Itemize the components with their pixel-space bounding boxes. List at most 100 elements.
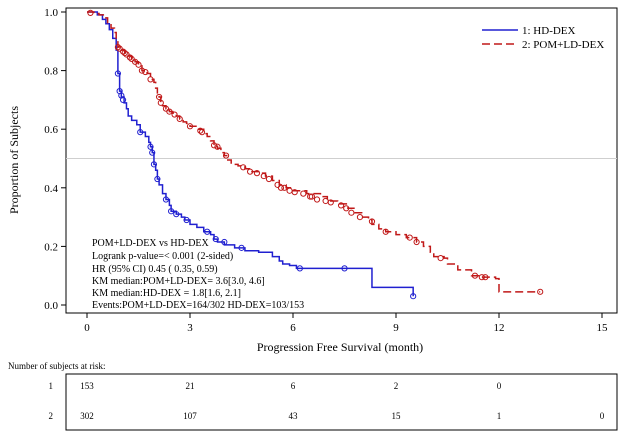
censor-mark-series-2: [260, 172, 267, 180]
censor-mark-series-2: [253, 170, 261, 177]
censor-mark-series-1: [238, 244, 245, 251]
risk-count: 2: [394, 381, 399, 391]
censor-mark-series-1: [204, 228, 211, 235]
censor-mark-series-2: [413, 238, 420, 246]
y-tick-label: 0.8: [44, 66, 58, 78]
censor-mark-series-2: [246, 168, 254, 175]
y-tick-label: 0.6: [44, 124, 58, 136]
censor-mark-series-2: [382, 228, 389, 235]
risk-count: 107: [183, 411, 197, 421]
censor-mark-series-1: [173, 211, 180, 218]
censor-mark-series-2: [300, 190, 307, 197]
censor-mark-series-2: [114, 44, 122, 51]
censor-mark-series-2: [142, 68, 149, 76]
risk-count: 15: [392, 411, 402, 421]
x-axis-title: Progression Free Survival (month): [257, 340, 423, 354]
risk-count: 153: [80, 381, 94, 391]
stats-km-median-pom: KM median:POM+LD-DEX= 3.6[3.0, 4.6]: [92, 276, 265, 287]
y-tick-label: 0.2: [44, 241, 58, 253]
statistics-box: POM+LD-DEX vs HD-DEX Logrank p-value=< 0…: [92, 238, 304, 311]
censor-mark-series-1: [296, 265, 303, 272]
risk-count: 1: [497, 411, 502, 421]
censor-mark-series-1: [137, 129, 144, 136]
stats-events: Events:POM+LD-DEX=164/302 HD-DEX=103/153: [92, 300, 304, 311]
censor-mark-series-2: [343, 205, 350, 212]
censor-mark-series-1: [119, 96, 127, 104]
legend: 1: HD-DEX 2: POM+LD-DEX: [482, 25, 604, 51]
censor-mark-series-2: [308, 193, 315, 200]
censor-mark-series-1: [149, 149, 156, 156]
censor-mark-series-1: [410, 293, 417, 300]
censor-mark-series-2: [126, 54, 134, 61]
censor-mark-series-2: [210, 142, 218, 149]
censor-mark-series-2: [327, 199, 334, 206]
censor-mark-series-1: [168, 208, 175, 215]
y-tick-label: 0.4: [44, 183, 58, 195]
censor-mark-series-1: [183, 216, 190, 224]
risk-count: 302: [80, 411, 94, 421]
axes: 0.0 0.2 0.4 0.6 0.8 1.0 0 3 6 9 12 15: [44, 7, 608, 334]
censor-mark-series-1: [147, 143, 154, 150]
censor-mark-series-1: [221, 238, 228, 246]
risk-count: 21: [186, 381, 195, 391]
censor-mark-series-1: [341, 265, 348, 272]
risk-row-label: 2: [49, 411, 54, 421]
censor-mark-series-2: [186, 123, 194, 130]
x-tick-label: 3: [187, 322, 193, 334]
plot-frame: [65, 7, 618, 314]
risk-count: 6: [291, 381, 296, 391]
censor-mark-series-1: [154, 175, 161, 183]
censor-mark-series-2: [135, 61, 142, 68]
censor-mark-series-1: [150, 161, 158, 168]
stats-km-median-hd: KM median:HD-DEX = 1.8[1.6, 2.1]: [92, 288, 241, 299]
stats-comparison: POM+LD-DEX vs HD-DEX: [92, 238, 210, 249]
risk-table-frame: [65, 373, 618, 431]
censor-mark-series-2: [368, 218, 376, 225]
censor-mark-series-2: [281, 184, 288, 191]
y-tick-label: 1.0: [44, 7, 58, 19]
censor-mark-series-2: [313, 196, 321, 203]
risk-count: 43: [289, 411, 299, 421]
censor-mark-series-2: [291, 189, 298, 196]
censor-mark-series-2: [138, 67, 146, 74]
x-tick-label: 6: [290, 322, 296, 334]
x-tick-label: 12: [494, 322, 505, 334]
censor-mark-series-2: [265, 175, 273, 183]
legend-label-hd-dex: 1: HD-DEX: [522, 25, 576, 37]
x-tick-label: 9: [393, 322, 399, 334]
censor-mark-series-2: [307, 193, 314, 200]
censor-mark-series-1: [212, 235, 219, 243]
x-tick-label: 15: [597, 322, 609, 334]
stats-hazard-ratio: HR (95% CI) 0.45 ( 0.35, 0.59): [92, 264, 218, 275]
censor-mark-series-2: [166, 108, 173, 115]
legend-label-pom-ld-dex: 2: POM+LD-DEX: [522, 39, 604, 51]
risk-table-title: Number of subjects at risk:: [8, 361, 105, 371]
censor-mark-series-2: [240, 164, 247, 171]
censor-mark-series-2: [171, 111, 178, 118]
censor-mark-series-2: [198, 129, 206, 136]
y-axis-title: Proportion of Subjects: [7, 106, 21, 214]
censor-mark-series-2: [222, 152, 230, 159]
censor-mark-series-1: [114, 70, 122, 77]
censor-mark-series-2: [356, 214, 364, 221]
risk-count: 0: [600, 411, 605, 421]
censor-mark-series-2: [121, 49, 128, 57]
risk-table: 1 153 21 6 2 0 2 302 107 43 15 1 0: [49, 381, 605, 421]
censor-mark-series-2: [176, 115, 183, 123]
survival-curves: [87, 9, 544, 300]
censor-mark-series-2: [277, 184, 285, 191]
censor-mark-series-2: [348, 209, 355, 216]
censor-mark-series-2: [482, 274, 489, 281]
censor-mark-series-2: [214, 143, 221, 150]
stats-logrank: Logrank p-value=< 0.001 (2-sided): [92, 251, 233, 262]
censor-mark-series-2: [157, 99, 164, 106]
censor-mark-series-1: [162, 196, 170, 203]
censor-mark-series-2: [478, 274, 485, 281]
censor-mark-series-2: [337, 202, 345, 209]
censor-mark-series-2: [197, 127, 204, 134]
censor-mark-series-2: [156, 93, 163, 101]
censor-mark-series-2: [471, 272, 479, 279]
censor-mark-series-2: [87, 9, 94, 16]
